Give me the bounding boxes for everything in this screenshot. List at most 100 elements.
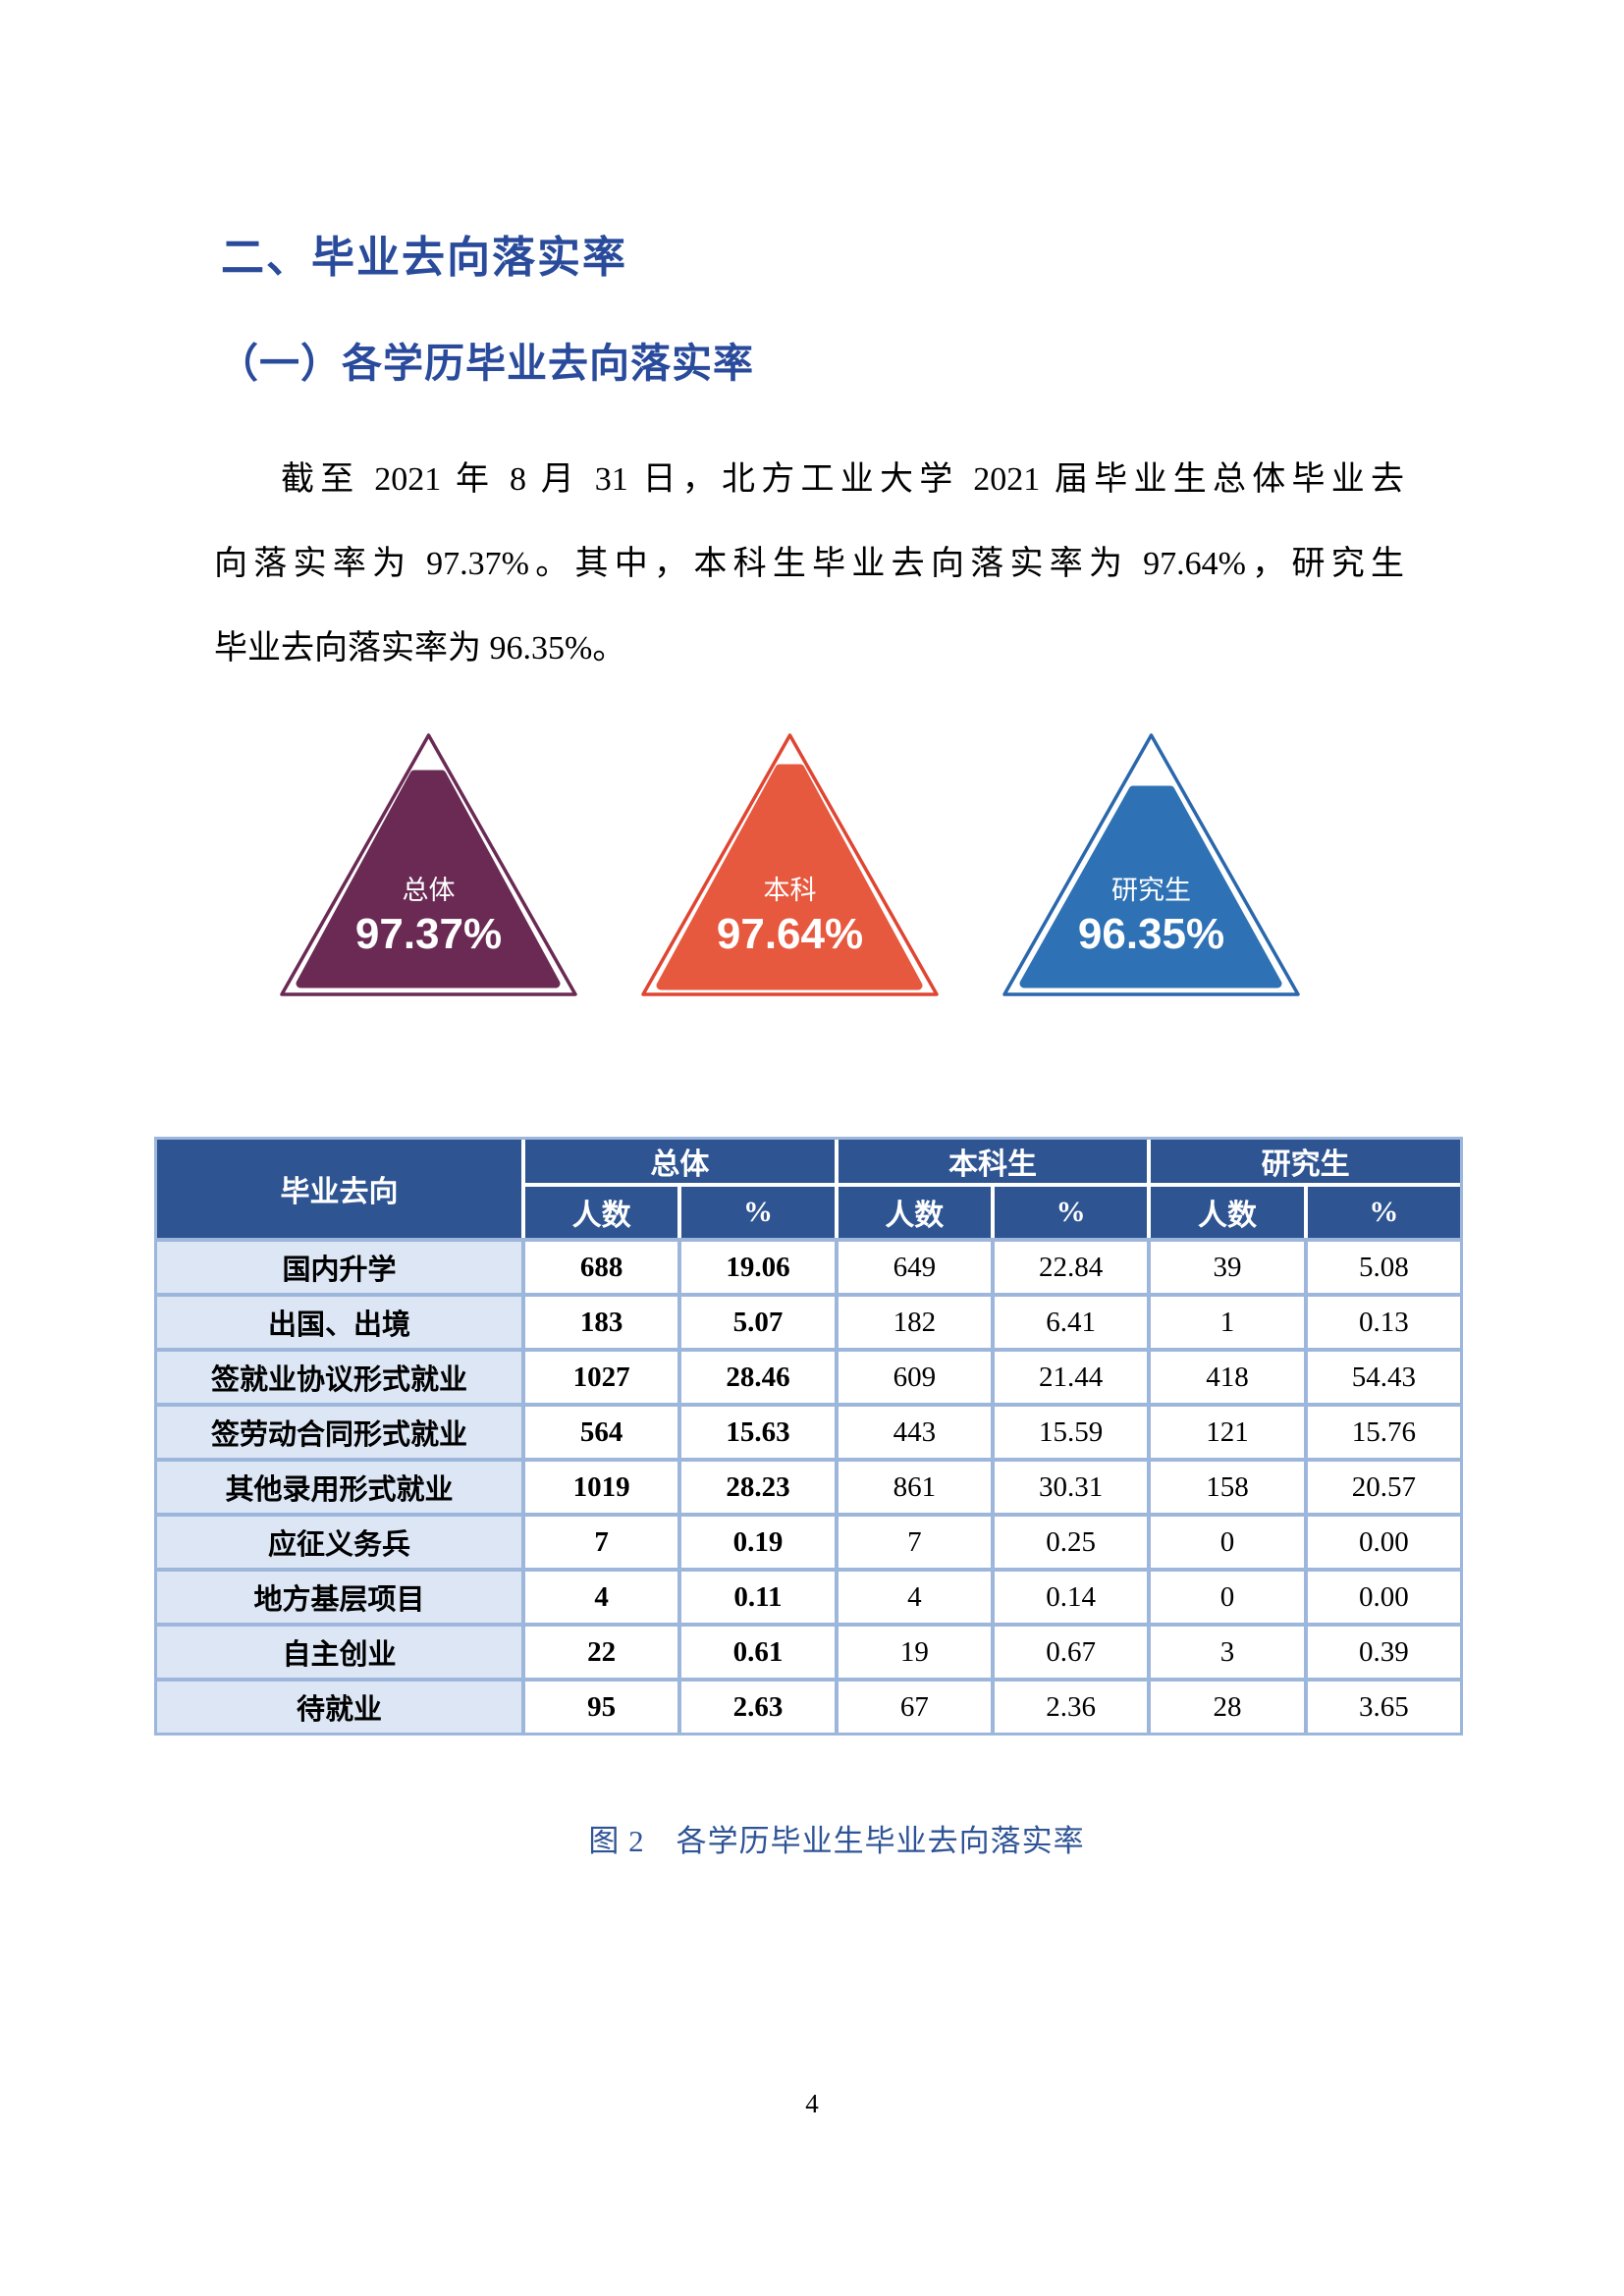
triangle-value: 97.37% bbox=[354, 910, 503, 959]
table-row: 其他录用形式就业 1019 28.23 861 30.31 158 20.57 bbox=[157, 1458, 1460, 1513]
cell: 20.57 bbox=[1303, 1458, 1460, 1513]
cell: 609 bbox=[834, 1348, 991, 1403]
cell: 28.23 bbox=[677, 1458, 835, 1513]
cell: 688 bbox=[521, 1238, 678, 1293]
triangle-fill bbox=[1019, 785, 1282, 988]
cell: 0 bbox=[1147, 1568, 1304, 1623]
cell: 1019 bbox=[521, 1458, 678, 1513]
cell: 21.44 bbox=[990, 1348, 1148, 1403]
cell: 4 bbox=[521, 1568, 678, 1623]
triangle-postgraduate: 研究生 96.35% bbox=[998, 728, 1305, 1001]
cell: 0.11 bbox=[677, 1568, 835, 1623]
figure-caption: 图 2 各学历毕业生毕业去向落实率 bbox=[588, 1824, 1085, 1858]
cell: 564 bbox=[521, 1403, 678, 1458]
cell: 7 bbox=[521, 1513, 678, 1568]
cell: 22 bbox=[521, 1623, 678, 1678]
triangle-undergraduate-graphic bbox=[641, 733, 939, 996]
cell: 1 bbox=[1147, 1293, 1304, 1348]
cell: 418 bbox=[1147, 1348, 1304, 1403]
cell: 19.06 bbox=[677, 1238, 835, 1293]
triangle-fill bbox=[296, 770, 561, 988]
table-row: 出国、出境 183 5.07 182 6.41 1 0.13 bbox=[157, 1293, 1460, 1348]
paragraph-line: 毕业去向落实率为 96.35%。 bbox=[214, 630, 626, 667]
cell: 2.63 bbox=[677, 1678, 835, 1733]
col-header-count: 人数 bbox=[1147, 1183, 1304, 1238]
col-header-count: 人数 bbox=[521, 1183, 678, 1238]
cell: 19 bbox=[834, 1623, 991, 1678]
triangle-overall: 总体 97.37% bbox=[275, 728, 582, 1001]
table-header-group-row: 毕业去向 总体 本科生 研究生 bbox=[157, 1140, 1460, 1238]
col-header-percent: % bbox=[677, 1183, 835, 1238]
paragraph-line: 截至 2021 年 8 月 31 日，北方工业大学 2021 届毕业生总体毕业去 bbox=[281, 461, 1404, 498]
body-paragraph: 截至 2021 年 8 月 31 日，北方工业大学 2021 届毕业生总体毕业去… bbox=[214, 438, 1404, 691]
cell: 15.59 bbox=[990, 1403, 1148, 1458]
cell: 28.46 bbox=[677, 1348, 835, 1403]
cell: 30.31 bbox=[990, 1458, 1148, 1513]
section-heading: （一）各学历毕业去向落实率 bbox=[218, 341, 754, 386]
cell: 0.61 bbox=[677, 1623, 835, 1678]
row-label: 签就业协议形式就业 bbox=[157, 1348, 521, 1403]
triangle-undergraduate: 本科 97.64% bbox=[636, 728, 944, 1001]
triangle-label: 研究生 bbox=[1111, 876, 1191, 905]
cell: 182 bbox=[834, 1293, 991, 1348]
paragraph-line: 向落实率为 97.37%。其中，本科生毕业去向落实率为 97.64%，研究生 bbox=[214, 546, 1404, 582]
cell: 28 bbox=[1147, 1678, 1304, 1733]
col-header-percent: % bbox=[1303, 1183, 1460, 1238]
table-row: 地方基层项目 4 0.11 4 0.14 0 0.00 bbox=[157, 1568, 1460, 1623]
cell: 6.41 bbox=[990, 1293, 1148, 1348]
triangle-postgraduate-text: 研究生 96.35% bbox=[998, 876, 1305, 960]
table-row: 待就业 95 2.63 67 2.36 28 3.65 bbox=[157, 1678, 1460, 1733]
triangle-label: 总体 bbox=[402, 876, 456, 905]
cell: 1027 bbox=[521, 1348, 678, 1403]
cell: 2.36 bbox=[990, 1678, 1148, 1733]
row-label: 签劳动合同形式就业 bbox=[157, 1403, 521, 1458]
page-number: 4 bbox=[805, 2089, 819, 2118]
row-label: 出国、出境 bbox=[157, 1293, 521, 1348]
cell: 5.07 bbox=[677, 1293, 835, 1348]
row-label: 地方基层项目 bbox=[157, 1568, 521, 1623]
table-row: 自主创业 22 0.61 19 0.67 3 0.39 bbox=[157, 1623, 1460, 1678]
cell: 0.25 bbox=[990, 1513, 1148, 1568]
cell: 183 bbox=[521, 1293, 678, 1348]
cell: 67 bbox=[834, 1678, 991, 1733]
destination-table: 毕业去向 总体 本科生 研究生 人数 % 人数 % 人数 % 国内升学 688 bbox=[154, 1137, 1463, 1735]
destination-table-wrap: 毕业去向 总体 本科生 研究生 人数 % 人数 % 人数 % 国内升学 688 bbox=[154, 1137, 1463, 1735]
page-title: 二、毕业去向落实率 bbox=[221, 234, 627, 282]
cell: 3.65 bbox=[1303, 1678, 1460, 1733]
triangle-fill bbox=[656, 764, 923, 990]
cell: 443 bbox=[834, 1403, 991, 1458]
table-header-sub-row: 人数 % 人数 % 人数 % bbox=[157, 1183, 1460, 1238]
table-row: 国内升学 688 19.06 649 22.84 39 5.08 bbox=[157, 1238, 1460, 1293]
col-header-undergraduate: 本科生 bbox=[834, 1140, 1148, 1183]
triangle-label: 本科 bbox=[763, 876, 817, 905]
cell: 0.67 bbox=[990, 1623, 1148, 1678]
col-header-postgraduate: 研究生 bbox=[1147, 1140, 1460, 1183]
triangle-undergraduate-text: 本科 97.64% bbox=[636, 876, 944, 960]
triangle-value: 96.35% bbox=[1077, 910, 1225, 959]
cell: 0.00 bbox=[1303, 1568, 1460, 1623]
cell: 95 bbox=[521, 1678, 678, 1733]
row-label: 待就业 bbox=[157, 1678, 521, 1733]
col-header-overall: 总体 bbox=[521, 1140, 835, 1183]
triangle-postgraduate-graphic bbox=[1002, 733, 1300, 996]
cell: 39 bbox=[1147, 1238, 1304, 1293]
cell: 15.76 bbox=[1303, 1403, 1460, 1458]
row-label: 国内升学 bbox=[157, 1238, 521, 1293]
table-row: 应征义务兵 7 0.19 7 0.25 0 0.00 bbox=[157, 1513, 1460, 1568]
triangle-overall-graphic bbox=[280, 733, 577, 996]
cell: 0 bbox=[1147, 1513, 1304, 1568]
cell: 7 bbox=[834, 1513, 991, 1568]
cell: 0.14 bbox=[990, 1568, 1148, 1623]
row-label: 自主创业 bbox=[157, 1623, 521, 1678]
cell: 3 bbox=[1147, 1623, 1304, 1678]
figure-triangles: 总体 97.37% 本科 97.64% 研究生 96.35% bbox=[275, 728, 1305, 1001]
col-header-percent: % bbox=[990, 1183, 1148, 1238]
cell: 0.19 bbox=[677, 1513, 835, 1568]
cell: 4 bbox=[834, 1568, 991, 1623]
cell: 22.84 bbox=[990, 1238, 1148, 1293]
triangle-overall-text: 总体 97.37% bbox=[275, 876, 582, 960]
cell: 121 bbox=[1147, 1403, 1304, 1458]
cell: 0.39 bbox=[1303, 1623, 1460, 1678]
cell: 649 bbox=[834, 1238, 991, 1293]
col-header-count: 人数 bbox=[834, 1183, 991, 1238]
